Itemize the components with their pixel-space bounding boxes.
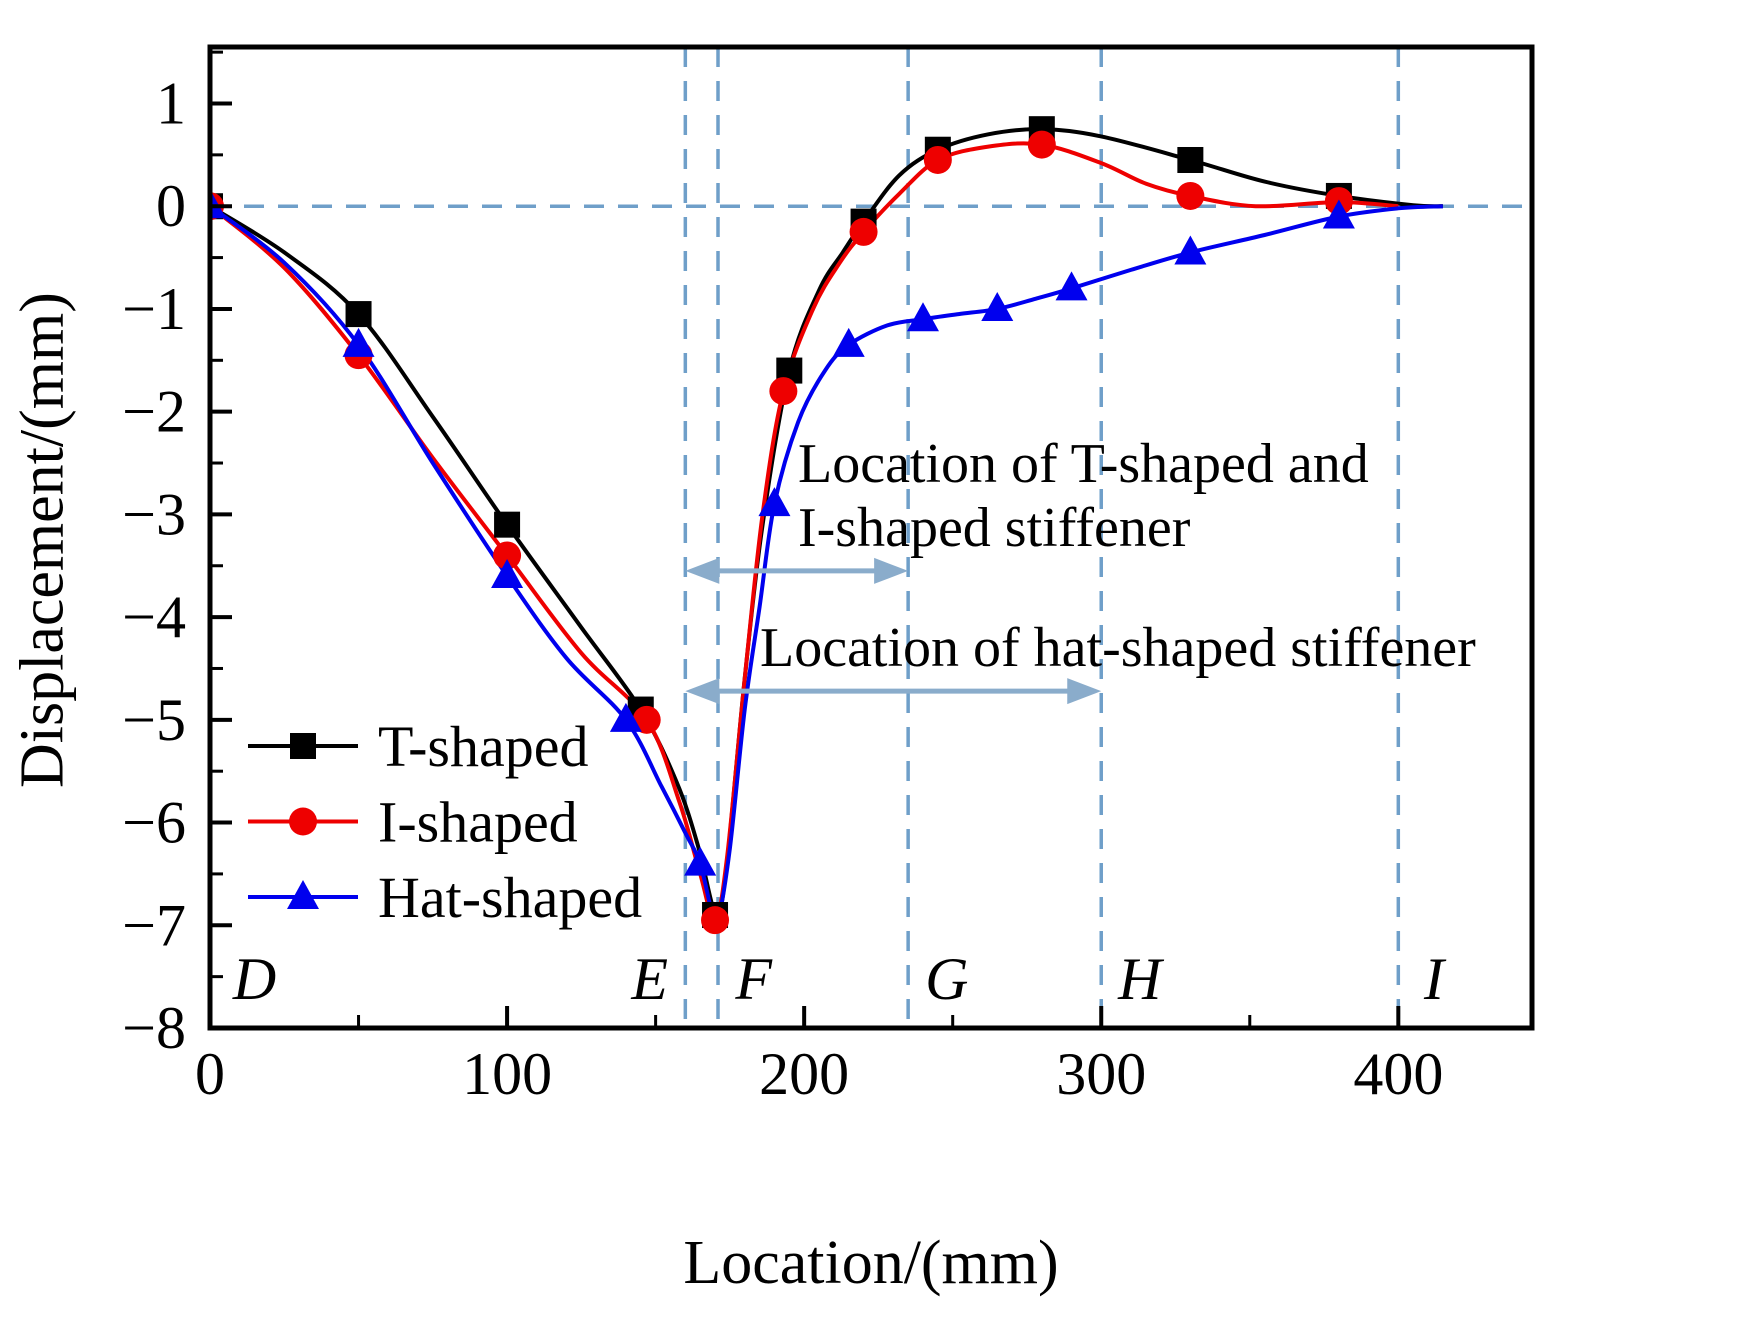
x-tick-label: 300 [1056,1041,1146,1107]
y-tick-label: −3 [122,481,186,547]
y-tick-label: −5 [122,687,186,753]
marker-triangle [981,291,1014,321]
y-tick-label: −8 [122,995,186,1061]
marker-circle [1176,181,1205,210]
section-label-H: H [1117,946,1165,1012]
marker-triangle [342,327,375,357]
y-tick-label: −6 [122,790,186,856]
marker-circle [849,217,878,246]
marker-triangle [758,487,791,517]
marker-circle [632,705,661,734]
x-tick-label: 0 [195,1041,225,1107]
section-label-I: I [1423,946,1447,1012]
marker-circle [289,807,317,836]
x-tick-label: 200 [759,1041,849,1107]
y-tick-label: 0 [156,173,186,239]
marker-circle [493,541,522,570]
plot-area [210,47,1532,1028]
plot-border [207,44,1535,1031]
curve-hat-shaped [210,204,1444,928]
legend: T-shaped I-shaped Hat-shaped [248,714,642,930]
curve-i-shaped [210,141,1399,923]
marker-square [1177,146,1204,173]
marker-triangle [1055,271,1088,301]
marker-square [494,511,521,538]
annotation-hat-stiffener: Location of hat-shaped stiffener [760,617,1476,679]
annotation-t-i-stiffener: Location of T-shaped and I-shaped stiffe… [798,432,1369,560]
marker-triangle [1322,199,1355,229]
x-tick-label: 400 [1353,1041,1443,1107]
y-axis-label: Displacement/(mm) [8,292,77,788]
marker-triangle [210,189,226,219]
marker-triangle [906,302,939,332]
marker-triangle [832,327,865,357]
marker-triangle [287,880,319,909]
section-label-D: D [232,946,276,1012]
x-tick-label: 100 [462,1041,552,1107]
marker-circle [1027,130,1056,159]
section-label-F: F [734,946,773,1012]
annotation-arrow [685,557,909,584]
marker-circle [769,377,798,406]
y-tick-label: −1 [122,276,186,342]
annotation-t-i-line1: Location of T-shaped and [798,433,1369,495]
section-label-G: G [925,946,968,1012]
marker-triangle [609,702,642,732]
legend-label: Hat-shaped [378,865,642,930]
y-tick-label: −4 [122,584,186,650]
marker-triangle [684,846,717,876]
legend-label: I-shaped [378,790,578,855]
x-axis-label: Location/(mm) [683,1229,1059,1297]
marker-square [345,301,372,328]
y-tick-label: −2 [122,379,186,445]
section-label-E: E [630,946,668,1012]
annotation-t-i-line2: I-shaped stiffener [798,497,1191,559]
marker-triangle [1174,235,1207,265]
marker-circle [923,145,952,174]
marker-square [290,733,316,759]
legend-label: T-shaped [378,714,588,779]
annotation-arrow [685,678,1102,705]
y-tick-label: −7 [122,892,186,958]
y-tick-label: 1 [156,70,186,136]
markers-hat-shaped [210,189,1355,876]
marker-triangle [491,559,524,589]
marker-circle [701,906,730,935]
axis-ticks [208,50,1401,1030]
